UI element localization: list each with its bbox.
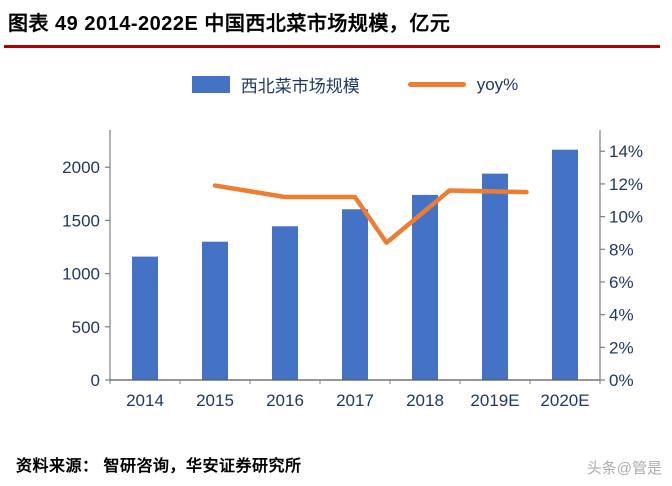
right-tick-label: 4%	[609, 306, 634, 325]
x-axis-label: 2018	[406, 391, 444, 410]
bar-2015	[202, 241, 228, 380]
legend-item-line: yoy%	[407, 74, 519, 95]
bar-2020E	[552, 149, 578, 380]
chart-title: 图表 49 2014-2022E 中国西北菜市场规模，亿元	[8, 13, 451, 35]
x-axis-label: 2020E	[540, 391, 589, 410]
x-axis-label: 2014	[126, 391, 164, 410]
x-axis-label: 2015	[196, 391, 234, 410]
x-axis-label: 2017	[336, 391, 374, 410]
left-tick-label: 1000	[62, 265, 100, 284]
left-tick-label: 0	[91, 371, 100, 390]
bar-2018	[412, 194, 438, 380]
legend-label-bar: 西北菜市场规模	[240, 77, 360, 96]
left-tick-label: 2000	[62, 158, 100, 177]
source-note: 资料来源： 智研咨询，华安证券研究所	[16, 458, 302, 475]
legend: 西北菜市场规模 yoy%	[38, 72, 672, 97]
right-tick-label: 10%	[609, 208, 643, 227]
legend-item-bar: 西北菜市场规模	[191, 72, 360, 97]
chart-canvas: 0 500 1000 1500 2000 0% 2% 4% 6% 8% 10% 12% 14% 2014 2…	[62, 130, 643, 410]
legend-label-line: yoy%	[476, 74, 519, 94]
right-tick-label: 12%	[609, 175, 643, 194]
right-tick-label: 8%	[609, 240, 634, 259]
right-tick-label: 2%	[609, 338, 634, 357]
watermark: 头条@管是	[586, 460, 662, 477]
x-axis-label: 2016	[266, 391, 304, 410]
left-tick-label: 500	[72, 318, 100, 337]
right-tick-label: 0%	[609, 371, 634, 390]
bar-2019E	[482, 173, 508, 380]
bar-2014	[132, 256, 158, 380]
title-underline	[4, 45, 660, 48]
right-tick-label: 6%	[609, 273, 634, 292]
line-swatch	[407, 82, 466, 87]
x-axis-label: 2019E	[470, 391, 519, 410]
bar-swatch	[191, 76, 230, 93]
bar-2017	[342, 209, 368, 380]
yoy-line	[212, 183, 529, 245]
bar-2016	[272, 226, 298, 380]
left-tick-label: 1500	[62, 211, 100, 230]
right-tick-label: 14%	[609, 142, 643, 161]
